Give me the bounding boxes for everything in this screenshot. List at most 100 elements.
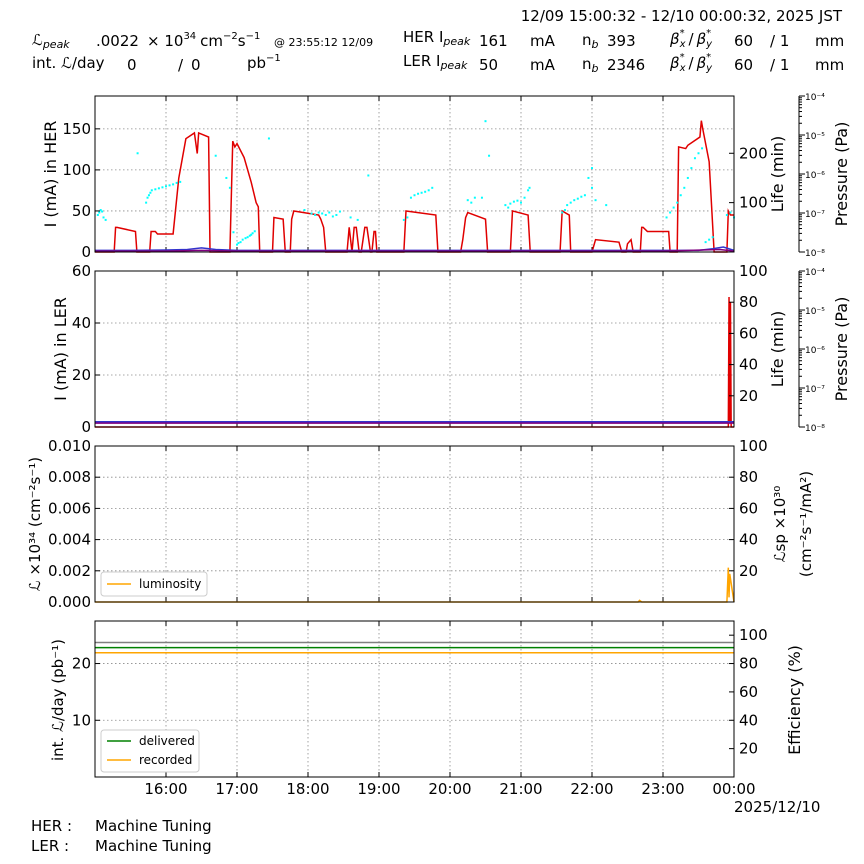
her-panel: 0 50 100 150 100 200 10⁻⁸ 10⁻⁷ 10⁻⁶ 10⁻⁵ 10⁻⁴ I … (41, 93, 851, 261)
lum-legend-label: luminosity (139, 577, 201, 591)
header: 12/09 15:00:32 - 12/10 00:00:32, 2025 JS… (32, 7, 844, 75)
y2-tick-label: 80 (739, 655, 758, 673)
life-point (427, 189, 430, 192)
y-tick-label: 20 (72, 655, 91, 673)
lum-unit-s: s (238, 32, 246, 50)
int-lum-label: int. ℒ/day (32, 54, 105, 72)
life-point (417, 192, 420, 195)
life-point (409, 196, 412, 199)
intlum-legend: delivered recorded (100, 729, 200, 773)
ler-beta-label: β* x / β* y (669, 52, 713, 74)
y2-tick-label: 60 (739, 499, 758, 517)
x-date-label: 2025/12/10 (734, 798, 820, 816)
int-lum-value-1: 0 (127, 56, 137, 74)
y-tick-label: 0.000 (48, 593, 91, 611)
life-point (237, 242, 240, 245)
pressure-tick-label: 10⁻⁵ (805, 307, 825, 317)
x-tick-label: 22:00 (570, 780, 613, 798)
current-line (95, 296, 734, 428)
her-beta-y-sup: * (706, 28, 711, 39)
pressure-tick-label: 10⁻⁶ (805, 171, 825, 181)
her-peak-label-text: HER I (403, 28, 443, 46)
life-point (335, 213, 338, 216)
her-peak-sub: peak (442, 35, 470, 48)
y2-tick-label: 100 (739, 437, 768, 455)
lum-panel: 0.000 0.002 0.004 0.006 0.008 0.010 20 40 60 80 1… (26, 437, 815, 611)
life-point (725, 213, 728, 216)
life-point (321, 212, 324, 215)
lum-y-label: ℒ ×10³⁴ (cm⁻²s⁻¹) (26, 457, 44, 591)
her-life-ticks: 100 200 (729, 144, 768, 212)
life-point (473, 196, 476, 199)
life-point (484, 120, 487, 123)
her-peak-unit: mA (530, 32, 556, 50)
life-point (246, 236, 249, 239)
recorded-legend-label: recorded (139, 753, 192, 767)
current-line (95, 120, 734, 253)
life-point (317, 211, 320, 214)
life-point (406, 216, 409, 219)
y-tick-label: 20 (72, 366, 91, 384)
lum-peak-sub: peak (42, 38, 70, 51)
lum-sp-ticks: 20 40 60 80 100 (729, 437, 768, 580)
life-point (145, 201, 148, 204)
her-nb-sub: b (592, 38, 599, 51)
intlum-grid (95, 621, 734, 777)
life-point (679, 194, 682, 197)
y2-tick-label: 100 (739, 626, 768, 644)
y2-tick-label: 40 (739, 711, 758, 729)
life-point (161, 186, 164, 189)
her-beta-x-sub: x (679, 39, 686, 50)
life-point (157, 187, 160, 190)
pressure-tick-label: 10⁻⁸ (805, 424, 825, 434)
her-grid (95, 96, 734, 252)
y-tick-label: 0 (81, 243, 91, 261)
intlum-y-ticks: 10 20 (72, 655, 100, 729)
her-y-label: I (mA) in HER (41, 121, 60, 228)
lum-unit-s-exp: −1 (246, 31, 261, 42)
ler-beta-unit: mm (815, 56, 844, 74)
life-point (561, 211, 564, 214)
ler-life-ticks: 20 40 60 80 100 (729, 262, 768, 405)
int-lum-unit-exp: −1 (266, 53, 281, 64)
life-point (591, 186, 593, 189)
life-point (154, 188, 157, 191)
life-point (136, 152, 139, 155)
life-point (324, 213, 327, 216)
ler-peak-value: 50 (479, 56, 498, 74)
int-lum-value-2: 0 (191, 56, 201, 74)
her-beta-x-symbol: β (669, 30, 680, 48)
life-point (420, 191, 423, 194)
ler-beta-y-sub: y (705, 63, 713, 74)
ler-beta-x-sub: x (679, 63, 686, 74)
life-point (569, 201, 572, 204)
life-point (665, 216, 668, 219)
life-point (528, 186, 531, 189)
life-point (576, 197, 579, 200)
life-point (466, 199, 469, 202)
life-point (480, 196, 483, 199)
life-point (314, 213, 317, 216)
ler-y-label: I (mA) in LER (51, 297, 70, 401)
her-beta-y-sub: y (705, 39, 713, 50)
life-point (708, 238, 711, 241)
int-lum-slash: / (178, 56, 184, 74)
pressure-tick-label: 10⁻⁶ (805, 346, 825, 356)
pressure-tick-label: 10⁻⁷ (805, 385, 825, 395)
y2-tick-label: 80 (739, 293, 758, 311)
y2-tick-label: 20 (739, 740, 758, 758)
life-point (583, 194, 586, 197)
life-point (527, 189, 530, 192)
her-beta-y-value: / 1 (770, 32, 789, 50)
life-point (413, 194, 416, 197)
x-tick-label: 16:00 (144, 780, 187, 798)
life-point (512, 200, 515, 203)
intlum-plot-frame (94, 620, 735, 778)
y-tick-label: 0.004 (48, 531, 91, 549)
life-point (367, 174, 370, 177)
ler-status-label: LER : (31, 837, 69, 855)
lum-sp-label-1: ℒsp ×10³⁰ (771, 486, 789, 563)
x-tick-label: 21:00 (499, 780, 542, 798)
efficiency-ticks: 20 40 60 80 100 (729, 626, 768, 758)
life-point (150, 189, 153, 192)
